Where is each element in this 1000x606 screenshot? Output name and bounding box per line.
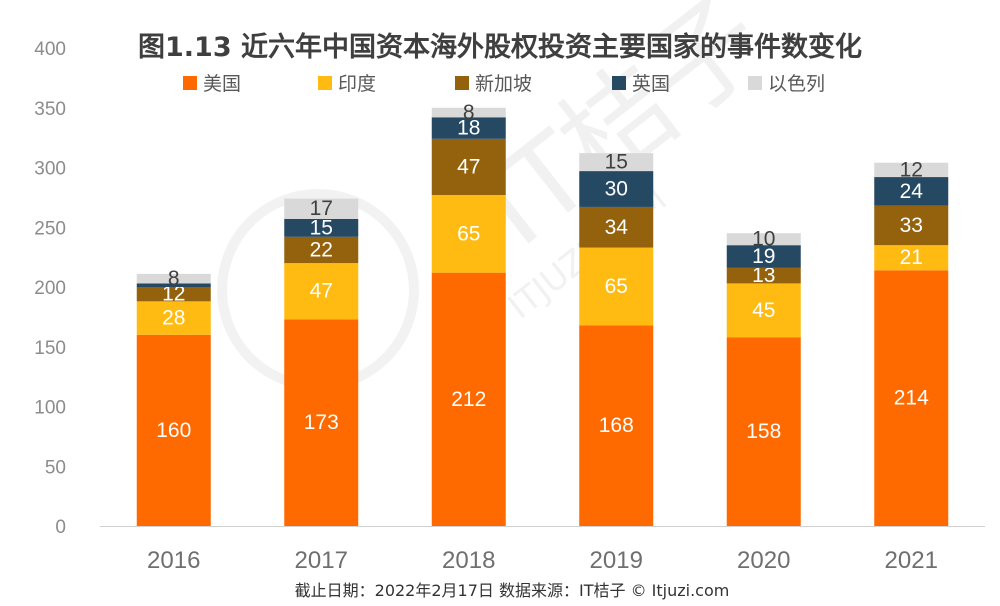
data-label: 173 <box>304 411 339 434</box>
y-tick-label: 250 <box>34 218 66 239</box>
legend-swatch <box>612 76 626 90</box>
x-tick-label: 2021 <box>885 547 938 574</box>
data-label: 15 <box>605 151 628 174</box>
y-tick-label: 50 <box>45 457 66 478</box>
data-label: 17 <box>310 197 333 220</box>
data-label: 168 <box>599 414 634 437</box>
data-label: 22 <box>310 238 333 261</box>
legend-swatch <box>318 76 332 90</box>
data-label: 65 <box>457 222 480 245</box>
data-label: 30 <box>605 178 628 201</box>
x-tick-label: 2019 <box>590 547 643 574</box>
bar-segment <box>284 319 359 526</box>
bar-segment <box>874 205 949 246</box>
x-tick-label: 2017 <box>295 547 348 574</box>
y-tick-label: 400 <box>34 39 66 60</box>
bar-segment <box>284 263 359 320</box>
bar-segment <box>136 273 211 284</box>
bar-segment <box>874 270 949 526</box>
legend: 美国 印度 新加坡 英国 以色列 <box>183 73 825 95</box>
data-label: 13 <box>752 264 775 287</box>
legend-swatch <box>748 76 762 90</box>
data-label: 28 <box>162 307 185 330</box>
data-label: 212 <box>451 388 486 411</box>
bars: 1602812817347221517212654718816865343015… <box>136 101 949 526</box>
legend-swatch <box>183 76 197 90</box>
data-label: 47 <box>457 155 480 178</box>
data-label: 34 <box>605 216 629 239</box>
bar-segment <box>431 107 506 118</box>
bar-segment <box>579 325 654 526</box>
bar-segment <box>726 283 801 338</box>
legend-label: 英国 <box>632 73 670 95</box>
y-tick-label: 350 <box>34 99 66 120</box>
data-label: 12 <box>162 283 185 306</box>
y-tick-label: 150 <box>34 338 66 359</box>
x-tick-label: 2016 <box>147 547 200 574</box>
data-label: 214 <box>894 387 929 410</box>
bar-segment <box>136 334 211 526</box>
legend-label: 新加坡 <box>475 73 532 95</box>
legend-label: 美国 <box>203 73 241 95</box>
data-label: 8 <box>168 267 180 290</box>
bar-segment <box>726 233 801 246</box>
data-label: 12 <box>900 158 923 181</box>
bar-segment <box>726 245 801 268</box>
x-tick-label: 2018 <box>442 547 495 574</box>
bar-segment <box>431 194 506 273</box>
legend-label: 印度 <box>338 73 376 95</box>
bar-segment <box>726 337 801 526</box>
chart-title: 图1.13 近六年中国资本海外股权投资主要国家的事件数变化 <box>138 31 862 63</box>
data-label: 160 <box>156 419 191 442</box>
bar-segment <box>284 218 359 237</box>
data-label: 33 <box>900 214 923 237</box>
y-tick-label: 200 <box>34 278 66 299</box>
bar-segment <box>579 153 654 172</box>
data-label: 158 <box>746 420 781 443</box>
data-label: 18 <box>457 117 480 140</box>
bar-segment <box>136 287 211 302</box>
bar-segment <box>431 272 506 526</box>
bar-segment <box>579 247 654 326</box>
data-label: 15 <box>310 216 333 239</box>
data-label: 10 <box>752 228 775 251</box>
bar-segment <box>431 117 506 139</box>
data-label: 65 <box>605 275 628 298</box>
bar-segment <box>874 245 949 271</box>
bar-segment <box>579 206 654 248</box>
data-label: 19 <box>752 245 775 268</box>
data-label: 8 <box>463 101 475 124</box>
bar-segment <box>874 177 949 206</box>
legend-label: 以色列 <box>768 73 825 95</box>
bar-segment <box>136 301 211 335</box>
bar-segment <box>284 198 359 219</box>
data-label: 21 <box>900 246 923 269</box>
data-label: 24 <box>900 180 924 203</box>
x-tick-label: 2020 <box>737 547 790 574</box>
y-axis: 0 50 100 150 200 250 300 350 400 <box>34 39 66 538</box>
bar-segment <box>726 267 801 284</box>
data-label: 45 <box>752 299 775 322</box>
bar-segment <box>579 171 654 207</box>
bar-segment <box>136 283 211 287</box>
bar-segment <box>284 236 359 264</box>
x-axis: 2016 2017 2018 2019 2020 2021 <box>147 547 938 574</box>
data-label: 47 <box>310 280 333 303</box>
bar-segment <box>431 138 506 195</box>
y-tick-label: 0 <box>55 517 66 538</box>
y-tick-label: 100 <box>34 398 66 419</box>
footer-source: 截止日期：2022年2月17日 数据来源：IT桔子 © Itjuzi.com <box>295 581 730 600</box>
y-tick-label: 300 <box>34 159 66 180</box>
bar-segment <box>874 162 949 178</box>
legend-swatch <box>455 76 469 90</box>
